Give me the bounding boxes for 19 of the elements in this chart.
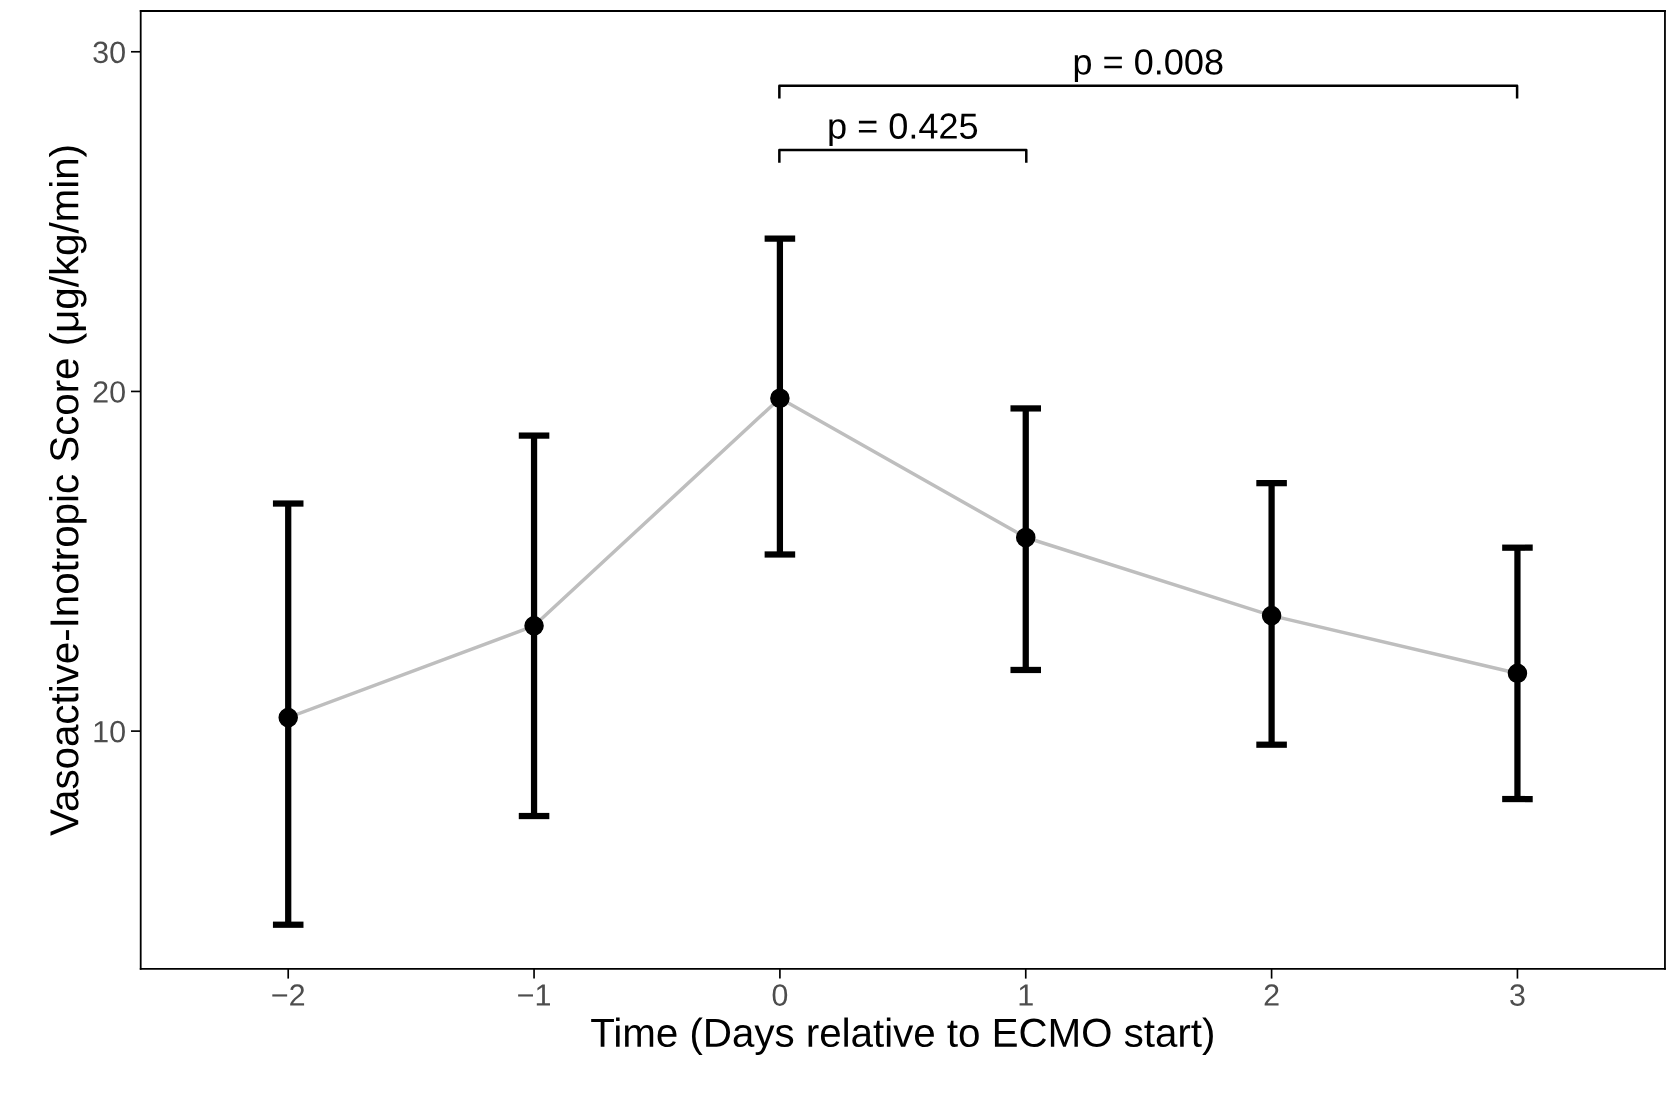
x-tick-label: 3: [1510, 984, 1525, 1006]
x-tick-label: −1: [518, 984, 550, 1006]
y-tick-label: 30: [93, 41, 125, 64]
point: [278, 707, 298, 728]
x-tick-label: −2: [272, 984, 305, 1006]
point: [1261, 605, 1282, 626]
annotation: p = 0.008: [1074, 49, 1223, 82]
point: [770, 388, 790, 408]
x-axis-title: Time (Days relative to ECMO start): [591, 1017, 1213, 1056]
y-tick-label: 10: [94, 720, 125, 743]
annotation: p = 0.425: [829, 113, 978, 147]
x-tick-label: 1: [1019, 984, 1033, 1006]
x-tick-label: 0: [772, 984, 788, 1006]
x-tick-label: 2: [1264, 984, 1279, 1006]
point: [1015, 527, 1036, 548]
y-axis-title: Vasoactive-Inotropic Score (μg/kg/min): [49, 146, 87, 836]
point: [1507, 663, 1528, 684]
y-tick-label: 20: [93, 381, 125, 403]
point: [524, 616, 544, 636]
